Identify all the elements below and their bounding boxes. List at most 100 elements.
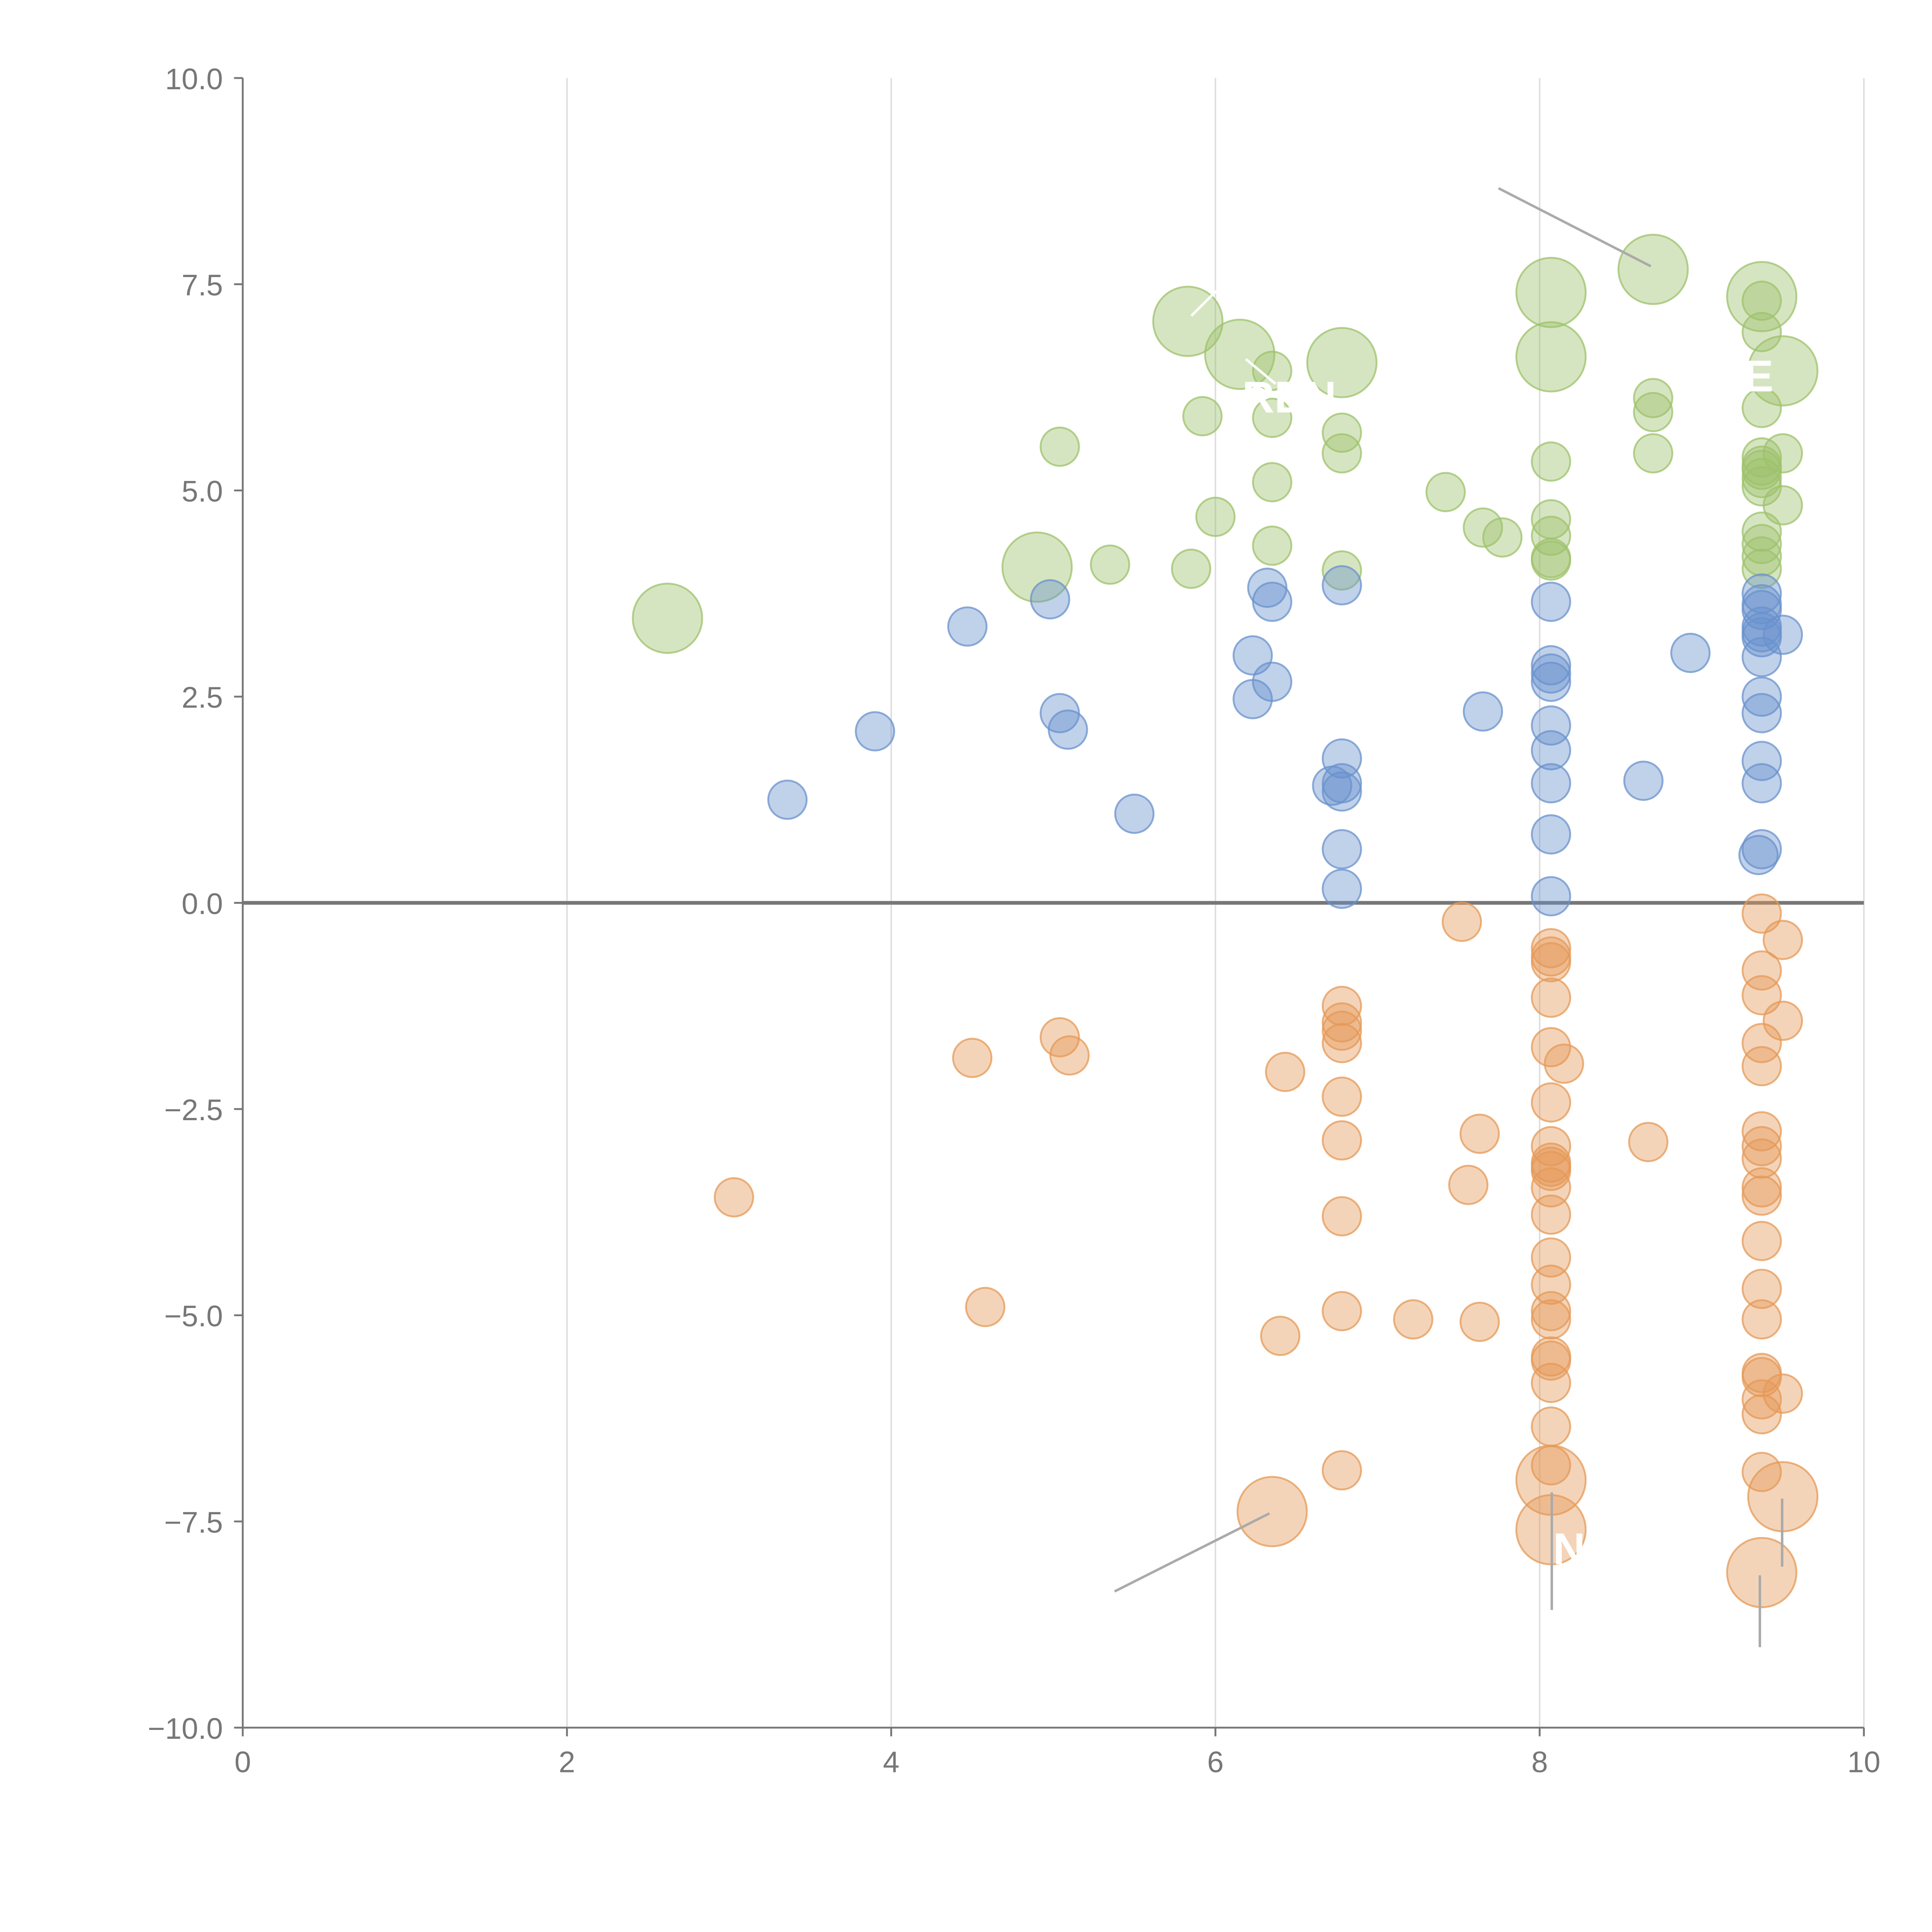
green-point <box>1090 544 1130 585</box>
green-point <box>1531 540 1571 581</box>
blue-point <box>1321 763 1362 804</box>
orange-point <box>1459 1301 1500 1342</box>
green-point <box>1633 433 1673 474</box>
green-point <box>1321 412 1362 453</box>
orange-point <box>1321 1023 1362 1063</box>
blue-point <box>1030 579 1070 620</box>
orange-point <box>1531 928 1571 969</box>
orange-point <box>1742 1175 1782 1216</box>
green-point <box>1204 318 1276 390</box>
orange-point <box>1531 1299 1571 1340</box>
orange-point <box>1321 1120 1362 1161</box>
green-point <box>1306 327 1378 398</box>
orange-point <box>1544 1043 1584 1084</box>
annotation-label: E <box>1744 352 1774 401</box>
green-point <box>1762 433 1803 474</box>
green-point <box>1252 398 1293 438</box>
green-point <box>1463 507 1503 548</box>
blue-point <box>1531 645 1571 685</box>
orange-point <box>1531 1291 1571 1332</box>
blue-point <box>1762 614 1803 655</box>
green-point <box>1321 550 1362 591</box>
axes <box>242 78 1864 1729</box>
blue-point <box>1321 771 1362 812</box>
orange-point <box>1393 1299 1434 1340</box>
x-tick-label: 6 <box>1207 1746 1224 1779</box>
orange-point <box>1442 901 1482 942</box>
leader-line <box>1498 187 1651 267</box>
orange-point <box>1321 1002 1362 1043</box>
orange-point <box>1531 1194 1571 1235</box>
blue-point <box>1463 691 1503 732</box>
orange-point <box>1260 1316 1301 1356</box>
orange-point <box>1321 986 1362 1026</box>
orange-point <box>1742 1046 1782 1087</box>
orange-point <box>1742 1299 1782 1340</box>
leader-line <box>1114 1512 1270 1593</box>
blue-point <box>1742 637 1782 677</box>
orange-point <box>1265 1052 1306 1092</box>
green-point <box>1726 261 1798 332</box>
orange-point <box>1531 942 1571 983</box>
green-point <box>1425 472 1466 512</box>
orange-point <box>1742 893 1782 934</box>
data-points <box>632 234 1819 1608</box>
green-point <box>632 582 703 654</box>
green-point <box>1515 257 1587 328</box>
orange-point <box>1448 1165 1489 1205</box>
orange-point <box>1531 1082 1571 1123</box>
annotations: REN E N <box>1114 187 1784 1647</box>
green-point <box>1742 449 1782 490</box>
green-point <box>1171 548 1211 589</box>
green-point <box>1515 321 1587 393</box>
blue-point <box>1531 730 1571 770</box>
orange-point <box>1742 1138 1782 1179</box>
green-point <box>1195 497 1236 537</box>
green-point <box>1633 392 1673 432</box>
orange-point <box>1628 1122 1668 1162</box>
orange-point <box>714 1177 754 1218</box>
blue-point <box>1742 763 1782 804</box>
orange-point <box>1726 1537 1798 1608</box>
x-tick-label: 2 <box>559 1746 575 1779</box>
orange-point <box>1742 1023 1782 1063</box>
blue-point <box>947 606 988 647</box>
green-point <box>1742 312 1782 352</box>
blue-point <box>1321 829 1362 869</box>
blue-point <box>1252 582 1293 622</box>
orange-point <box>1321 1077 1362 1117</box>
blue-point <box>1531 705 1571 746</box>
orange-point <box>1321 1291 1362 1332</box>
green-point <box>1531 441 1571 482</box>
orange-point <box>1531 977 1571 1018</box>
green-point <box>1152 286 1224 357</box>
green-point <box>1633 378 1673 418</box>
green-point <box>1747 335 1819 406</box>
green-point <box>1762 485 1803 526</box>
green-point <box>1742 536 1782 577</box>
orange-point <box>1531 1151 1571 1191</box>
orange-point <box>1321 1196 1362 1236</box>
blue-point <box>1531 876 1571 917</box>
x-tick-label: 0 <box>235 1746 251 1779</box>
blue-point <box>855 711 895 752</box>
leader-line <box>1245 358 1277 385</box>
annotation-label: REN <box>1242 372 1337 422</box>
blue-point <box>1048 709 1088 750</box>
blue-point <box>1742 676 1782 717</box>
x-tick-label: 10 <box>1847 1746 1881 1779</box>
blue-point <box>1531 653 1571 694</box>
orange-point <box>1742 950 1782 991</box>
blue-point <box>1738 835 1779 875</box>
annotation-label: N <box>1553 1524 1585 1574</box>
green-point <box>1531 515 1571 556</box>
y-tick-label: −7.5 <box>164 1506 223 1539</box>
y-tick-label: 2.5 <box>182 681 223 714</box>
green-point <box>1001 531 1073 603</box>
y-tick-label: −10.0 <box>148 1712 223 1745</box>
orange-point <box>1236 1476 1308 1548</box>
axis-ticks: 0 2 4 6 8 10 −10.0 −7.5 −5.0 −2.5 0.0 2.5 5.0 7.5 10.0 <box>148 63 1880 1779</box>
green-point <box>1252 526 1293 566</box>
blue-point <box>1321 565 1362 605</box>
